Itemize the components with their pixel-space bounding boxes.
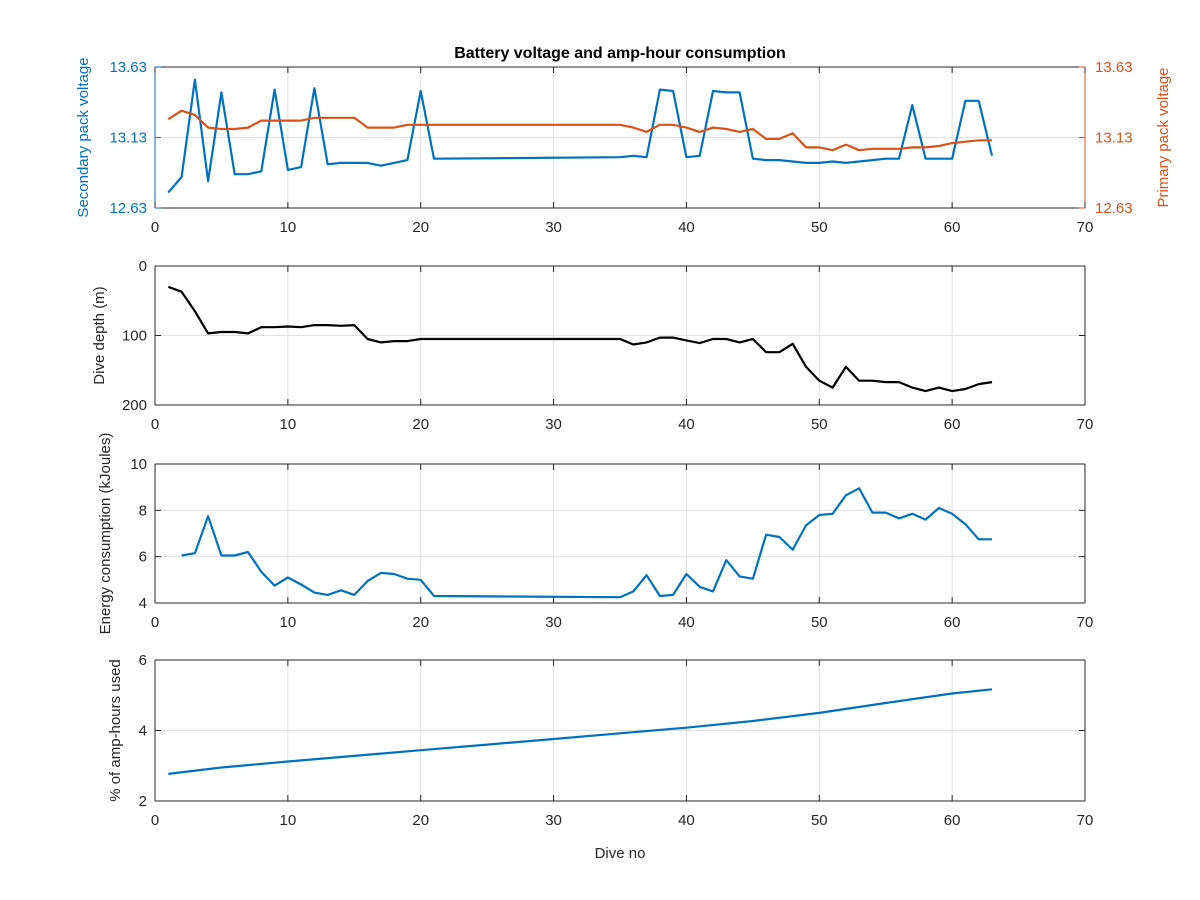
series-line-1 <box>167 78 994 194</box>
x-tick-label: 70 <box>1077 812 1094 829</box>
x-axis-label: Dive no <box>595 845 646 862</box>
y-axis-label: Secondary pack voltage <box>75 57 92 217</box>
subplot-2: 0 10 20 30 40 50 60 70 0 100 200 Dive depth (m) <box>91 258 1093 433</box>
x-tick-label: 50 <box>811 812 828 829</box>
y-tick-label: 0 <box>139 258 147 275</box>
y-tick-label-right: 13.63 <box>1095 59 1133 76</box>
x-tick-label: 70 <box>1077 416 1094 433</box>
series-line-1 <box>168 688 993 775</box>
subplot-4: 0 10 20 30 40 50 60 70 2 4 6 % of amp-hours used <box>107 652 1093 829</box>
subplot-1: 0 10 20 30 40 50 60 7012.6313.1313.6312.6313.13… <box>75 57 1172 236</box>
x-tick-label: 40 <box>678 416 695 433</box>
x-tick-label: 30 <box>545 812 562 829</box>
y-tick-label: 200 <box>122 397 147 414</box>
y-axis-label: Energy consumption (kJoules) <box>97 433 114 635</box>
x-tick-label: 10 <box>280 614 297 631</box>
y-tick-label: 8 <box>139 502 147 519</box>
x-tick-label: 20 <box>412 614 429 631</box>
y-tick-label: 4 <box>139 595 147 612</box>
series-line-2 <box>167 109 992 152</box>
x-tick-label: 60 <box>944 614 961 631</box>
x-tick-label: 0 <box>151 416 159 433</box>
x-tick-label: 10 <box>280 219 297 236</box>
subplots: 0 10 20 30 40 50 60 7012.6313.1313.6312.6313.13… <box>75 57 1172 829</box>
x-tick-label: 20 <box>412 219 429 236</box>
x-tick-label: 60 <box>944 416 961 433</box>
y-tick-label: 13.63 <box>109 59 147 76</box>
x-tick-label: 0 <box>151 614 159 631</box>
x-tick-label: 10 <box>280 416 297 433</box>
x-tick-label: 70 <box>1077 614 1094 631</box>
y-tick-label: 13.13 <box>109 130 147 147</box>
x-tick-label: 0 <box>151 219 159 236</box>
x-tick-label: 50 <box>811 614 828 631</box>
subplot-3: 0 10 20 30 40 50 60 70 4 6 8 10 Energy consumption (… <box>97 433 1093 635</box>
x-tick-label: 20 <box>412 812 429 829</box>
x-tick-label: 30 <box>545 219 562 236</box>
y-tick-label: 10 <box>130 456 147 473</box>
series-line-1 <box>167 285 993 393</box>
y-axis-label-right: Primary pack voltage <box>1155 67 1172 207</box>
series-line-1 <box>181 487 992 599</box>
y-tick-label: 100 <box>122 328 147 345</box>
x-tick-label: 20 <box>412 416 429 433</box>
chart-title: Battery voltage and amp-hour consumption <box>454 45 786 62</box>
x-tick-label: 40 <box>678 614 695 631</box>
x-tick-label: 40 <box>678 219 695 236</box>
x-tick-label: 30 <box>545 614 562 631</box>
y-tick-label-right: 13.13 <box>1095 130 1133 147</box>
x-tick-label: 10 <box>280 812 297 829</box>
y-tick-label: 2 <box>139 793 147 810</box>
y-tick-label: 12.63 <box>109 200 147 217</box>
x-tick-label: 40 <box>678 812 695 829</box>
y-tick-label: 6 <box>139 549 147 566</box>
y-axis-label: % of amp-hours used <box>107 659 124 802</box>
x-tick-label: 50 <box>811 416 828 433</box>
x-tick-label: 70 <box>1077 219 1094 236</box>
x-tick-label: 50 <box>811 219 828 236</box>
x-tick-label: 0 <box>151 812 159 829</box>
y-tick-label-right: 12.63 <box>1095 200 1133 217</box>
y-axis-label: Dive depth (m) <box>91 286 108 384</box>
y-tick-label: 4 <box>139 723 147 740</box>
y-tick-label: 6 <box>139 652 147 669</box>
x-tick-label: 60 <box>944 812 961 829</box>
x-tick-label: 30 <box>545 416 562 433</box>
x-tick-label: 60 <box>944 219 961 236</box>
